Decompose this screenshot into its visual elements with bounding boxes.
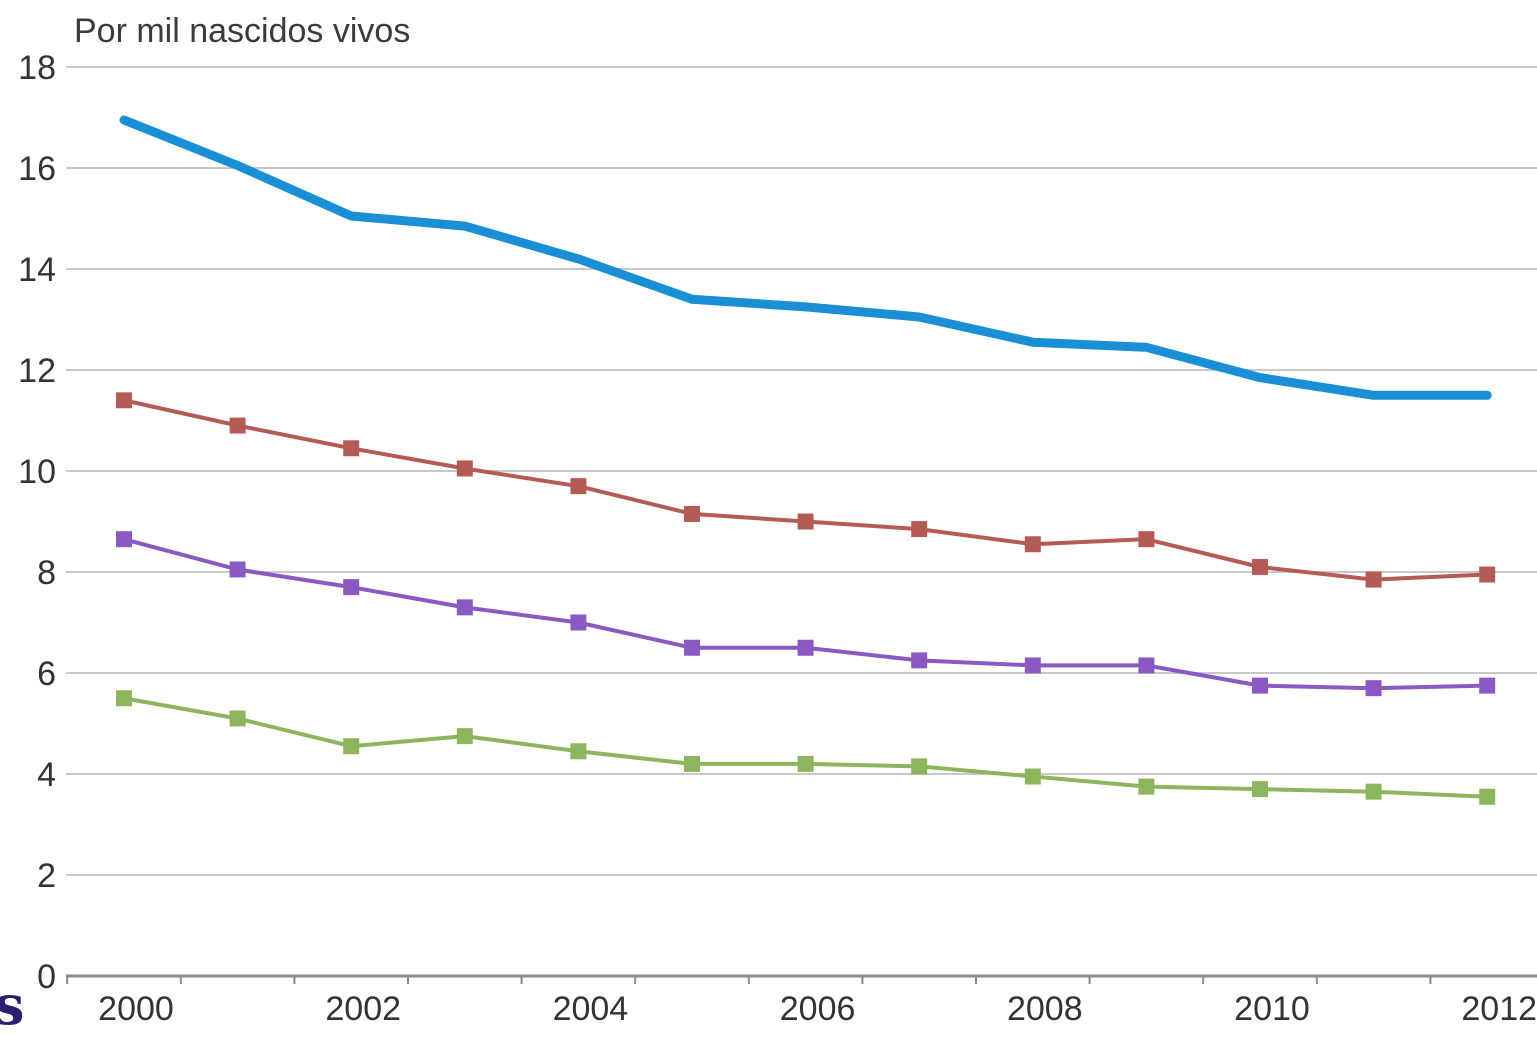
series-2-point <box>116 392 132 409</box>
y-tick-label: 14 <box>18 251 56 289</box>
series-4-point <box>456 728 473 745</box>
series-3-point <box>1479 677 1496 694</box>
x-tick-label: 2008 <box>1007 990 1083 1024</box>
series-4-point <box>1252 781 1268 798</box>
y-tick-label: 6 <box>37 655 56 693</box>
series-3-point <box>456 599 473 616</box>
series-3-point <box>1365 680 1382 697</box>
y-tick-label: 0 <box>37 958 56 996</box>
y-tick-label: 2 <box>37 857 56 895</box>
series-4-point <box>684 755 700 772</box>
x-tick-label: 2002 <box>325 990 401 1024</box>
x-tick-label: 2006 <box>780 990 856 1024</box>
series-2-point <box>343 440 360 457</box>
series-2-point <box>797 513 814 530</box>
series-2-point <box>1479 566 1496 583</box>
x-axis: 2000 2002 2004 2006 2008 2010 2012 <box>66 974 1537 1024</box>
series-line-4 <box>122 696 1490 799</box>
y-tick-label: 10 <box>18 453 56 491</box>
series-4-point <box>911 758 928 775</box>
series-4-point <box>343 738 360 755</box>
y-tick-label: 16 <box>18 150 56 188</box>
x-tick-label: 2004 <box>553 990 629 1024</box>
series-3-point <box>343 579 360 596</box>
series-2-point <box>1365 571 1382 588</box>
series-3-point <box>1024 657 1041 674</box>
series-3-point <box>1252 677 1268 694</box>
series-line-3 <box>122 537 1490 691</box>
y-axis-unit-label: Por mil nascidos vivos <box>74 12 411 50</box>
y-tick-label: 8 <box>37 554 56 592</box>
series-4-point <box>116 690 132 707</box>
series-lines <box>116 115 1496 805</box>
series-line-1 <box>119 115 1492 400</box>
series-line-2 <box>122 398 1490 582</box>
series-3-point <box>684 639 700 656</box>
series-2-point <box>456 460 473 477</box>
series-3-point <box>116 531 132 548</box>
series-4-point <box>229 710 246 727</box>
y-axis-ticks: 0 2 4 6 8 10 12 14 16 18 <box>18 49 56 996</box>
series-4-point <box>797 755 814 772</box>
series-4-point <box>1138 778 1155 795</box>
series-3-point <box>229 561 246 578</box>
series-4-point <box>1365 783 1382 800</box>
y-tick-label: 18 <box>18 49 56 87</box>
series-3-point <box>1138 657 1155 674</box>
series-2-point <box>684 505 700 522</box>
y-tick-label: 12 <box>18 352 56 390</box>
series-3-point <box>797 639 814 656</box>
x-tick-label: 2010 <box>1234 990 1310 1024</box>
corner-text-fragment: s <box>0 973 25 1037</box>
series-2-point <box>1024 536 1041 553</box>
series-3-point <box>911 652 928 669</box>
series-2-point <box>911 521 928 538</box>
series-2-point <box>1252 558 1268 575</box>
series-4-point <box>1479 788 1496 805</box>
series-4-point <box>1024 768 1041 785</box>
y-tick-label: 4 <box>37 756 56 794</box>
series-2-point <box>1138 531 1155 548</box>
series-4-point <box>570 743 587 760</box>
series-3-point <box>570 614 587 631</box>
series-2-point <box>229 417 246 434</box>
series-2-point <box>570 478 587 495</box>
x-tick-label: 2012 <box>1461 990 1537 1024</box>
x-tick-label: 2000 <box>98 990 174 1024</box>
